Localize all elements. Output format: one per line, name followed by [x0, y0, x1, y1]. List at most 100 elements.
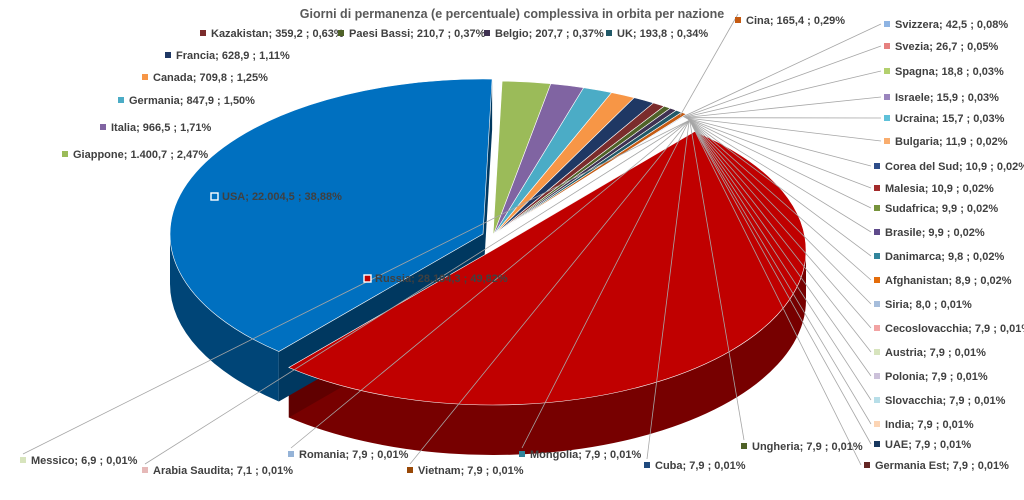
legend-swatch-mongolia [519, 451, 525, 457]
legend-swatch-kazakistan [200, 30, 206, 36]
data-label-malesia: Malesia; 10,9 ; 0,02% [874, 183, 994, 195]
leader-bulgaria [685, 117, 882, 142]
label-text-italia: Italia; 966,5 ; 1,71% [111, 122, 211, 134]
label-text-india: India; 7,9 ; 0,01% [885, 419, 974, 431]
data-label-bulgaria: Bulgaria; 11,9 ; 0,02% [884, 136, 1008, 148]
data-label-italia: Italia; 966,5 ; 1,71% [100, 122, 211, 134]
leader-sudafrica [686, 117, 872, 209]
leader-lines [22, 13, 882, 466]
label-text-mongolia: Mongolia; 7,9 ; 0,01% [530, 449, 641, 461]
legend-swatch-belgio [484, 30, 490, 36]
legend-swatch-malesia [874, 185, 880, 191]
data-label-austria: Austria; 7,9 ; 0,01% [874, 347, 986, 359]
data-label-germania: Germania; 847,9 ; 1,50% [118, 95, 255, 107]
leader-svizzera [682, 23, 882, 118]
legend-swatch-brasile [874, 229, 880, 235]
data-label-mongolia: Mongolia; 7,9 ; 0,01% [519, 449, 641, 461]
label-text-cuba: Cuba; 7,9 ; 0,01% [655, 460, 746, 472]
leader-mongolia [521, 119, 691, 449]
leader-arabia-saudita [144, 119, 691, 465]
data-label-polonia: Polonia; 7,9 ; 0,01% [874, 371, 988, 383]
leader-danimarca [686, 118, 872, 257]
legend-swatch-giappone [62, 151, 68, 157]
legend-swatch-sudafrica [874, 205, 880, 211]
data-label-russia: Russia; 28.194,3 ; 49,82% [363, 273, 508, 285]
data-label-india: India; 7,9 ; 0,01% [874, 419, 974, 431]
leader-polonia [687, 118, 872, 377]
label-text-svezia: Svezia; 26,7 ; 0,05% [895, 41, 999, 53]
label-text-ucraina: Ucraina; 15,7 ; 0,03% [895, 113, 1005, 125]
legend-swatch-uk [606, 30, 612, 36]
leader-cuba [646, 119, 690, 460]
leader-germania-est [688, 119, 862, 466]
data-label-israele: Israele; 15,9 ; 0,03% [884, 92, 999, 104]
wall-russia [288, 250, 806, 456]
legend-swatch-arabia-saudita [142, 467, 148, 473]
legend-swatch-germania [118, 97, 124, 103]
data-label-arabia-saudita: Arabia Saudita; 7,1 ; 0,01% [142, 465, 293, 477]
data-label-francia: Francia; 628,9 ; 1,11% [165, 50, 290, 62]
data-label-cina: Cina; 165,4 ; 0,29% [735, 15, 845, 27]
legend-swatch-svezia [884, 43, 890, 49]
label-text-belgio: Belgio; 207,7 ; 0,37% [495, 28, 604, 40]
legend-swatch-russia [363, 274, 372, 283]
legend-swatch-slovacchia [874, 397, 880, 403]
data-label-kazakistan: Kazakistan; 359,2 ; 0,63% [200, 28, 344, 40]
data-label-afghanistan: Afghanistan; 8,9 ; 0,02% [874, 275, 1012, 287]
leader-vietnam [409, 119, 691, 465]
data-label-usa: USA; 22.004,5 ; 38,88% [210, 191, 342, 203]
label-text-siria: Siria; 8,0 ; 0,01% [885, 299, 972, 311]
data-label-brasile: Brasile; 9,9 ; 0,02% [874, 227, 985, 239]
legend-swatch-danimarca [874, 253, 880, 259]
leader-uae [688, 118, 872, 445]
label-text-sudafrica: Sudafrica; 9,9 ; 0,02% [885, 203, 998, 215]
data-label-cuba: Cuba; 7,9 ; 0,01% [644, 460, 746, 472]
data-label-giappone: Giappone; 1.400,7 ; 2,47% [62, 149, 208, 161]
label-text-israele: Israele; 15,9 ; 0,03% [895, 92, 999, 104]
label-text-austria: Austria; 7,9 ; 0,01% [885, 347, 986, 359]
legend-swatch-cuba [644, 462, 650, 468]
label-text-polonia: Polonia; 7,9 ; 0,01% [885, 371, 988, 383]
data-label-uae: UAE; 7,9 ; 0,01% [874, 439, 971, 451]
legend-swatch-germania-est [864, 462, 870, 468]
label-text-vietnam: Vietnam; 7,9 ; 0,01% [418, 465, 524, 477]
legend-swatch-vietnam [407, 467, 413, 473]
legend-swatch-uae [874, 441, 880, 447]
label-text-corea-del-sud: Corea del Sud; 10,9 ; 0,02% [885, 161, 1024, 173]
data-label-danimarca: Danimarca; 9,8 ; 0,02% [874, 251, 1004, 263]
chart-title: Giorni di permanenza (e percentuale) com… [300, 7, 724, 21]
slice-usa [169, 78, 493, 352]
data-label-spagna: Spagna; 18,8 ; 0,03% [884, 66, 1004, 78]
label-text-kazakistan: Kazakistan; 359,2 ; 0,63% [211, 28, 344, 40]
leader-austria [687, 118, 872, 353]
cut-face-usa-1 [483, 79, 493, 284]
legend-swatch-siria [874, 301, 880, 307]
label-text-spagna: Spagna; 18,8 ; 0,03% [895, 66, 1004, 78]
label-text-svizzera: Svizzera; 42,5 ; 0,08% [895, 19, 1008, 31]
label-text-messico: Messico; 6,9 ; 0,01% [31, 455, 138, 467]
label-text-germania: Germania; 847,9 ; 1,50% [129, 95, 255, 107]
wall-usa [170, 234, 279, 402]
legend-swatch-austria [874, 349, 880, 355]
data-label-germania-est: Germania Est; 7,9 ; 0,01% [864, 460, 1009, 472]
leader-india [688, 118, 872, 425]
label-text-danimarca: Danimarca; 9,8 ; 0,02% [885, 251, 1004, 263]
label-text-giappone: Giappone; 1.400,7 ; 2,47% [73, 149, 208, 161]
data-label-vietnam: Vietnam; 7,9 ; 0,01% [407, 465, 524, 477]
data-label-sudafrica: Sudafrica; 9,9 ; 0,02% [874, 203, 998, 215]
legend-swatch-svizzera [884, 21, 890, 27]
legend-swatch-afghanistan [874, 277, 880, 283]
leader-afghanistan [687, 118, 872, 281]
label-text-canada: Canada; 709,8 ; 1,25% [153, 72, 268, 84]
legend-swatch-ucraina [884, 115, 890, 121]
leader-brasile [686, 117, 872, 233]
label-text-cina: Cina; 165,4 ; 0,29% [746, 15, 845, 27]
leader-ungheria [689, 119, 745, 441]
leader-slovacchia [688, 118, 872, 401]
leader-israele [684, 96, 882, 118]
label-text-romania: Romania; 7,9 ; 0,01% [299, 449, 409, 461]
data-label-corea-del-sud: Corea del Sud; 10,9 ; 0,02% [874, 161, 1024, 173]
legend-swatch-bulgaria [884, 138, 890, 144]
leader-corea-del-sud [685, 117, 872, 167]
label-text-slovacchia: Slovacchia; 7,9 ; 0,01% [885, 395, 1006, 407]
